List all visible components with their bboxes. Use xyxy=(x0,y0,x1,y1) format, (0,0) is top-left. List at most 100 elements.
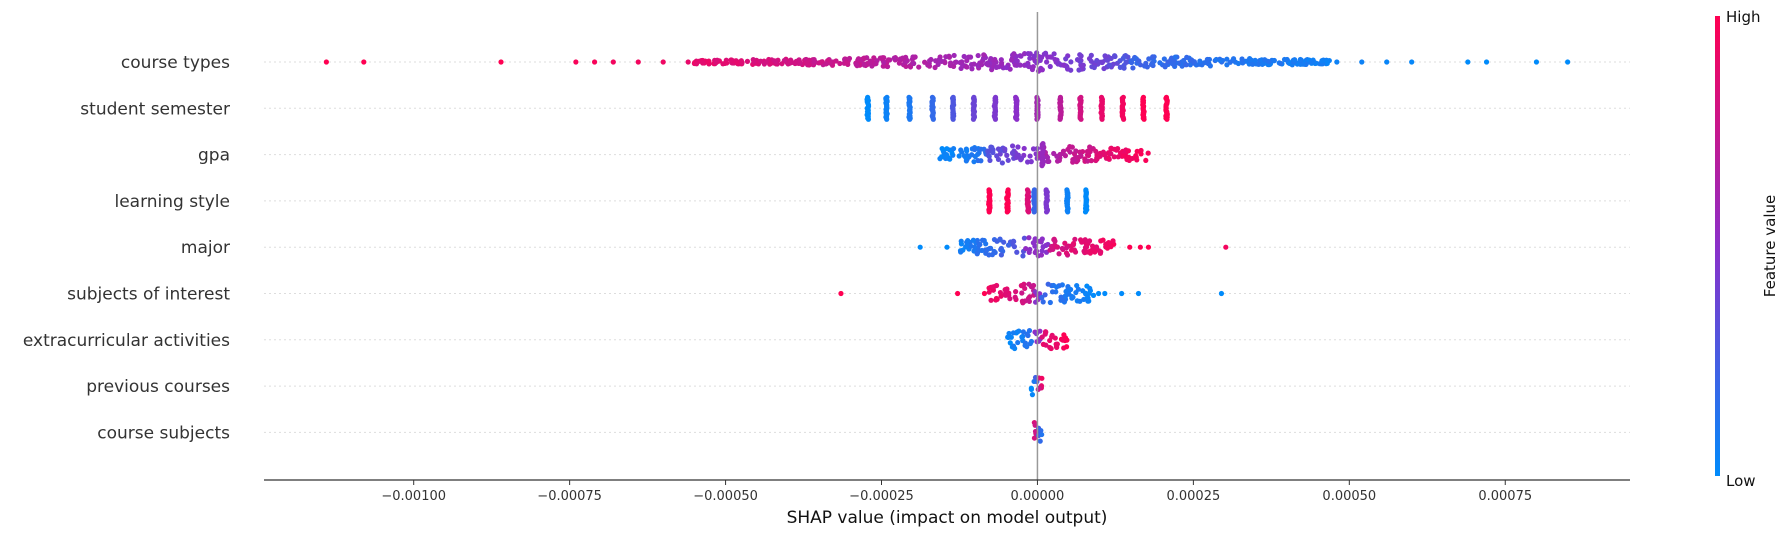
shap-point xyxy=(1099,116,1105,122)
shap-point xyxy=(997,151,1003,157)
shap-point xyxy=(1165,59,1171,65)
shap-point xyxy=(773,58,779,65)
shap-point xyxy=(907,116,913,122)
feature-label: course subjects xyxy=(97,423,230,443)
shap-point xyxy=(1070,294,1076,300)
shap-point xyxy=(323,59,329,65)
shap-point xyxy=(1068,59,1074,65)
feature-label: learning style xyxy=(114,192,230,212)
shap-point xyxy=(1058,294,1064,300)
shap-point xyxy=(979,247,985,254)
shap-point xyxy=(881,55,887,61)
shap-point xyxy=(1082,290,1089,296)
shap-point xyxy=(903,59,909,65)
shap-point xyxy=(1043,209,1050,215)
shap-point xyxy=(1087,144,1093,150)
shap-point xyxy=(1284,56,1290,63)
shap-point xyxy=(961,53,967,60)
shap-point xyxy=(988,297,994,303)
shap-point xyxy=(1143,60,1149,66)
shap-point xyxy=(1045,54,1051,60)
shap-point xyxy=(1078,237,1084,243)
shap-point xyxy=(1009,57,1015,63)
shap-point xyxy=(763,59,769,65)
shap-point xyxy=(1145,244,1152,250)
shap-point xyxy=(1073,148,1079,154)
shap-point xyxy=(1164,116,1170,122)
shap-point xyxy=(1239,56,1245,62)
shap-point xyxy=(1248,57,1254,63)
shap-point xyxy=(693,61,700,67)
shap-point xyxy=(1023,246,1029,252)
shap-point xyxy=(991,283,997,290)
shap-point xyxy=(1067,149,1073,155)
shap-point xyxy=(1063,293,1069,299)
shap-point xyxy=(978,146,984,152)
shap-point xyxy=(1028,159,1034,165)
shap-point xyxy=(1080,62,1086,68)
shap-point xyxy=(964,148,970,154)
shap-point xyxy=(1172,54,1178,60)
shap-point xyxy=(1014,58,1020,64)
shap-point xyxy=(751,59,757,65)
shap-point xyxy=(1071,157,1077,163)
shap-point xyxy=(986,153,992,159)
shap-point xyxy=(1007,340,1013,346)
shap-point xyxy=(1053,344,1060,350)
shap-point xyxy=(975,52,981,59)
shap-point xyxy=(1022,285,1028,292)
shap-point xyxy=(1149,60,1156,66)
shap-point xyxy=(1031,53,1038,59)
x-tick-label: −0.00075 xyxy=(537,489,602,504)
shap-point xyxy=(1137,244,1143,250)
shap-point xyxy=(964,242,970,248)
shap-point xyxy=(498,59,504,65)
shap-point xyxy=(739,59,745,66)
shap-point xyxy=(573,59,579,65)
shap-point xyxy=(1077,52,1083,58)
shap-point xyxy=(1028,386,1035,393)
shap-point xyxy=(1187,62,1193,68)
shap-point xyxy=(861,62,867,68)
shap-point xyxy=(1078,153,1084,159)
shap-point xyxy=(1483,59,1490,65)
shap-point xyxy=(1224,56,1230,62)
shap-point xyxy=(1049,243,1055,250)
shap-point xyxy=(943,54,949,60)
shap-point xyxy=(1409,59,1415,65)
colorbar-low-label: Low xyxy=(1726,472,1756,490)
shap-point xyxy=(1108,146,1114,152)
shap-point xyxy=(843,60,849,66)
shap-point xyxy=(361,59,367,65)
shap-point xyxy=(1082,237,1088,243)
shap-point xyxy=(1020,300,1026,306)
shap-point xyxy=(1039,67,1045,73)
shap-point xyxy=(1115,154,1121,160)
shap-point xyxy=(896,60,902,66)
shap-point xyxy=(1121,62,1127,69)
shap-point xyxy=(1110,238,1116,244)
shap-point xyxy=(1065,209,1071,215)
shap-point xyxy=(965,238,971,244)
shap-point xyxy=(1025,50,1031,57)
shap-point xyxy=(930,116,936,122)
shap-point xyxy=(1082,209,1089,215)
shap-point xyxy=(986,289,992,295)
shap-point xyxy=(1170,61,1176,67)
shap-point xyxy=(706,58,712,64)
shap-point xyxy=(1230,56,1237,62)
shap-point xyxy=(972,146,978,153)
shap-point xyxy=(1048,345,1054,351)
shap-point xyxy=(1051,150,1057,157)
shap-point xyxy=(1085,298,1091,304)
shap-point xyxy=(1021,145,1027,152)
shap-point xyxy=(1047,63,1053,70)
shap-point xyxy=(1184,54,1190,60)
shap-point xyxy=(1300,61,1306,67)
shap-point xyxy=(1033,331,1040,337)
shap-point xyxy=(1087,285,1093,291)
shap-point xyxy=(865,116,872,122)
shap-point xyxy=(1031,209,1037,215)
shap-point xyxy=(1026,328,1033,334)
shap-point xyxy=(1039,375,1045,381)
